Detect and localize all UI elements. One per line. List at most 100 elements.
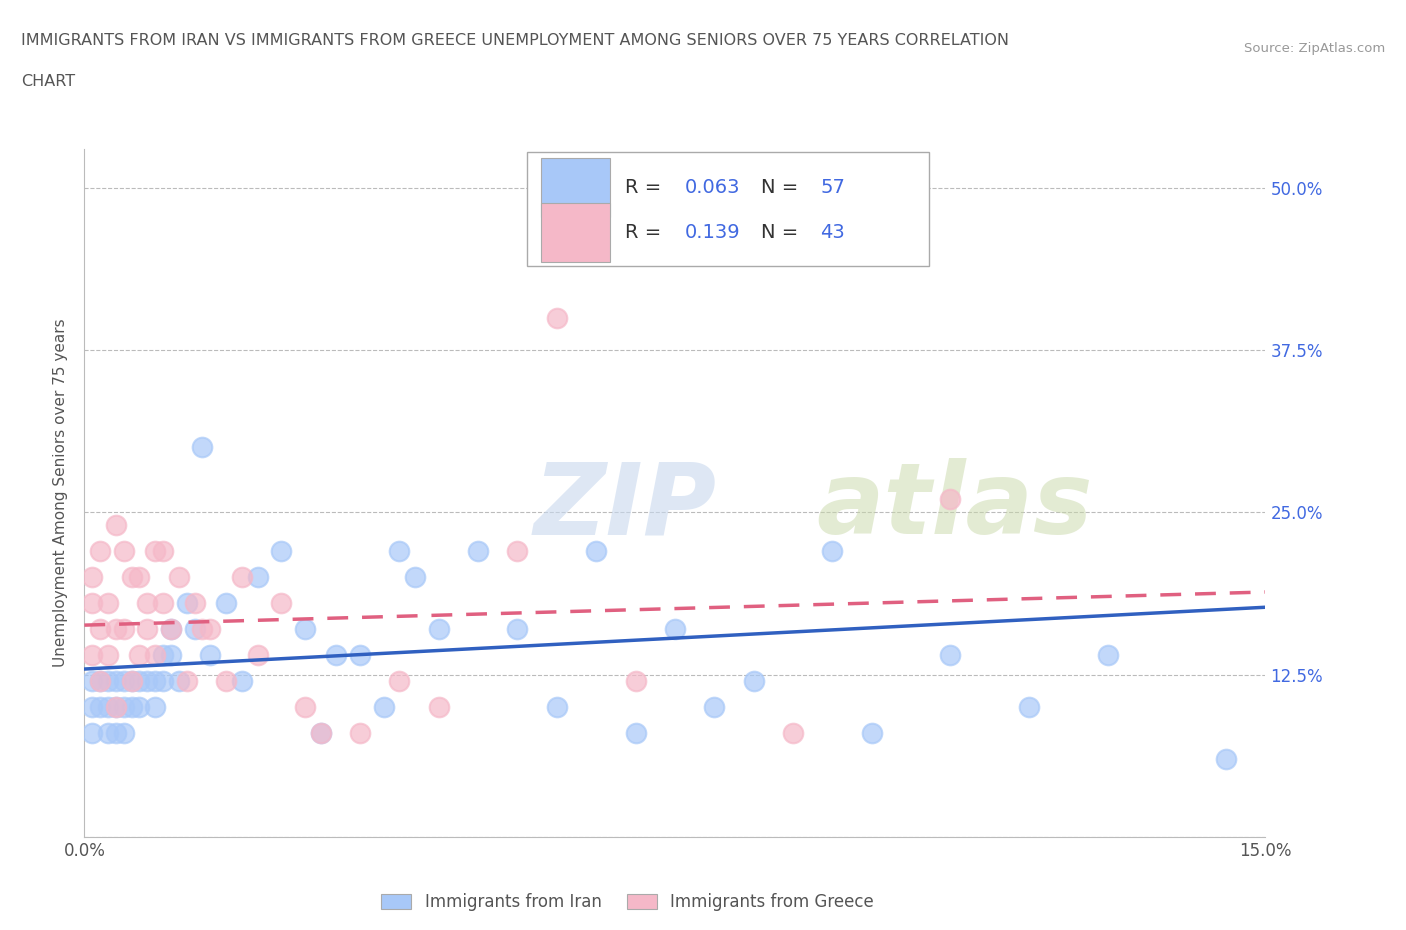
Point xyxy=(104,622,127,637)
Point xyxy=(200,622,222,637)
Point xyxy=(89,699,111,714)
Point xyxy=(388,673,411,688)
Point xyxy=(191,622,214,637)
Text: CHART: CHART xyxy=(21,74,75,89)
Point xyxy=(246,648,269,663)
Point xyxy=(231,673,253,688)
Point xyxy=(128,699,150,714)
Point xyxy=(939,492,962,507)
Point xyxy=(176,596,198,611)
Point xyxy=(782,725,804,740)
Point xyxy=(143,673,166,688)
Point xyxy=(664,622,686,637)
Point xyxy=(82,570,104,585)
Point xyxy=(136,673,159,688)
Point xyxy=(82,699,104,714)
Point xyxy=(160,622,183,637)
Point xyxy=(215,596,238,611)
Point xyxy=(143,699,166,714)
Point xyxy=(112,622,135,637)
Point xyxy=(136,622,159,637)
Point xyxy=(89,673,111,688)
Y-axis label: Unemployment Among Seniors over 75 years: Unemployment Among Seniors over 75 years xyxy=(53,319,69,667)
Point xyxy=(231,570,253,585)
Text: N =: N = xyxy=(761,223,804,242)
FancyBboxPatch shape xyxy=(541,158,610,217)
FancyBboxPatch shape xyxy=(527,153,929,266)
Text: N =: N = xyxy=(761,179,804,197)
FancyBboxPatch shape xyxy=(541,204,610,261)
Point xyxy=(742,673,765,688)
Point xyxy=(152,596,174,611)
Point xyxy=(624,725,647,740)
Point xyxy=(388,544,411,559)
Point xyxy=(624,673,647,688)
Point xyxy=(160,648,183,663)
Point xyxy=(939,648,962,663)
Point xyxy=(112,725,135,740)
Point xyxy=(82,673,104,688)
Point xyxy=(427,622,450,637)
Point xyxy=(136,596,159,611)
Point xyxy=(506,544,529,559)
Point xyxy=(82,596,104,611)
Text: 43: 43 xyxy=(820,223,845,242)
Point xyxy=(1215,751,1237,766)
Point xyxy=(176,673,198,688)
Point xyxy=(546,311,568,325)
Point xyxy=(325,648,347,663)
Point xyxy=(89,544,111,559)
Point xyxy=(121,673,143,688)
Text: R =: R = xyxy=(626,179,668,197)
Text: 0.139: 0.139 xyxy=(685,223,740,242)
Text: Source: ZipAtlas.com: Source: ZipAtlas.com xyxy=(1244,42,1385,55)
Point xyxy=(89,622,111,637)
Point xyxy=(703,699,725,714)
Point xyxy=(270,544,292,559)
Point xyxy=(270,596,292,611)
Point xyxy=(506,622,529,637)
Point xyxy=(128,673,150,688)
Point xyxy=(121,570,143,585)
Point xyxy=(128,648,150,663)
Text: ZIP: ZIP xyxy=(533,458,716,555)
Point xyxy=(104,699,127,714)
Point xyxy=(104,699,127,714)
Point xyxy=(97,673,120,688)
Point xyxy=(200,648,222,663)
Text: 0.063: 0.063 xyxy=(685,179,740,197)
Point xyxy=(294,699,316,714)
Point xyxy=(1018,699,1040,714)
Point xyxy=(183,596,205,611)
Point xyxy=(97,596,120,611)
Legend: Immigrants from Iran, Immigrants from Greece: Immigrants from Iran, Immigrants from Gr… xyxy=(375,887,880,918)
Point xyxy=(821,544,844,559)
Point xyxy=(309,725,332,740)
Point xyxy=(112,699,135,714)
Point xyxy=(215,673,238,688)
Point xyxy=(152,673,174,688)
Point xyxy=(167,673,190,688)
Point xyxy=(143,648,166,663)
Point xyxy=(546,699,568,714)
Point xyxy=(349,648,371,663)
Point xyxy=(467,544,489,559)
Point xyxy=(585,544,607,559)
Point xyxy=(128,570,150,585)
Point xyxy=(143,544,166,559)
Point xyxy=(97,725,120,740)
Point xyxy=(246,570,269,585)
Text: R =: R = xyxy=(626,223,673,242)
Point xyxy=(82,648,104,663)
Point xyxy=(82,725,104,740)
Point xyxy=(121,699,143,714)
Point xyxy=(860,725,883,740)
Text: IMMIGRANTS FROM IRAN VS IMMIGRANTS FROM GREECE UNEMPLOYMENT AMONG SENIORS OVER 7: IMMIGRANTS FROM IRAN VS IMMIGRANTS FROM … xyxy=(21,33,1010,47)
Point xyxy=(309,725,332,740)
Point xyxy=(104,725,127,740)
Point xyxy=(160,622,183,637)
Point xyxy=(427,699,450,714)
Point xyxy=(782,180,804,195)
Text: atlas: atlas xyxy=(817,458,1092,555)
Point xyxy=(1097,648,1119,663)
